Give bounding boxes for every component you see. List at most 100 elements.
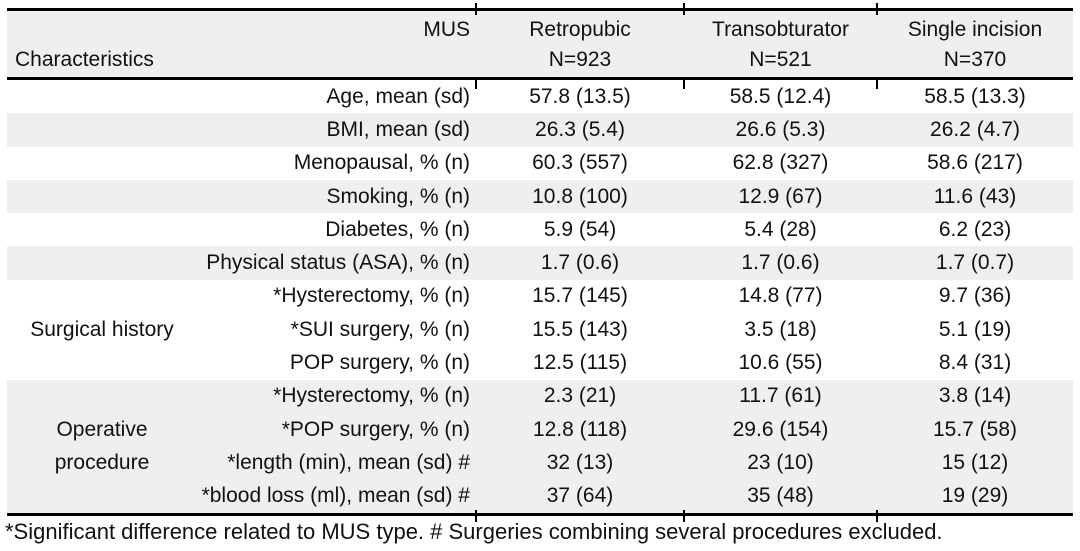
table-cell: 29.6 (154)	[732, 417, 829, 441]
column-divider-tick	[876, 3, 878, 15]
table-footnote: *Significant difference related to MUS t…	[5, 519, 943, 544]
column-divider-tick	[683, 3, 685, 15]
table-row: POP surgery, % (n) 12.5 (115) 10.6 (55) …	[197, 346, 1073, 379]
table-cell: 11.6 (43)	[933, 184, 1017, 208]
table-cell: 26.3 (5.4)	[535, 117, 625, 141]
row-label: Menopausal, % (n)	[293, 151, 470, 175]
column-divider-tick	[475, 77, 477, 89]
table-cell: 1.7 (0.6)	[540, 251, 620, 275]
row-label: *Hysterectomy, % (n)	[273, 284, 470, 308]
group-label	[7, 180, 197, 213]
table-row: Menopausal, % (n) 60.3 (557) 62.8 (327) …	[197, 147, 1073, 180]
table-header-row: MUS Characteristics Retropubic N=923 Tra…	[7, 8, 1073, 80]
table-cell: 15 (12)	[941, 450, 1009, 474]
table-cell: 12.5 (115)	[532, 351, 628, 375]
column-divider-tick	[876, 510, 878, 522]
table-body: Age, mean (sd) 57.8 (13.5) 58.5 (12.4) 5…	[7, 80, 1073, 516]
row-label: *Hysterectomy, % (n)	[273, 384, 470, 408]
table-cell: 8.4 (31)	[938, 351, 1012, 375]
table-cell: 1.7 (0.7)	[935, 251, 1015, 275]
table-cell: 15.7 (145)	[532, 284, 628, 308]
row-label: Age, mean (sd)	[326, 84, 470, 108]
row-label: *length (min), mean (sd) #	[227, 450, 470, 474]
table-row: *Hysterectomy, % (n) 2.3 (21) 11.7 (61) …	[197, 380, 1073, 413]
header-mus-label: MUS	[423, 18, 470, 41]
table-cell: 58.6 (217)	[927, 151, 1023, 175]
row-label: POP surgery, % (n)	[289, 351, 470, 375]
row-label: *blood loss (ml), mean (sd) #	[201, 484, 470, 508]
group-label	[7, 113, 197, 146]
row-block-physical-status: Physical status (ASA), % (n) 1.7 (0.6) 1…	[7, 246, 1073, 280]
table-cell: 5.4 (28)	[744, 217, 817, 241]
header-column-retropubic: Retropubic N=923	[476, 11, 684, 77]
column-n: N=923	[548, 48, 612, 71]
group-label	[7, 246, 197, 279]
header-column-transobturator: Transobturator N=521	[684, 11, 877, 77]
row-label: Physical status (ASA), % (n)	[206, 251, 470, 275]
table-row: *blood loss (ml), mean (sd) # 37 (64) 35…	[197, 480, 1073, 513]
column-divider-tick	[876, 77, 878, 89]
table-row: *POP surgery, % (n) 12.8 (118) 29.6 (154…	[197, 413, 1073, 446]
column-name: Single incision	[907, 18, 1043, 41]
column-divider-tick	[475, 510, 477, 522]
table-cell: 15.5 (143)	[532, 317, 628, 341]
table-cell: 14.8 (77)	[738, 284, 823, 308]
group-label	[7, 80, 197, 113]
table-cell: 10.6 (55)	[738, 351, 823, 375]
row-label: *SUI surgery, % (n)	[290, 317, 470, 341]
row-label: *POP surgery, % (n)	[281, 417, 470, 441]
table-cell: 5.1 (19)	[938, 317, 1012, 341]
table-cell: 12.9 (67)	[738, 184, 823, 208]
table-row: Age, mean (sd) 57.8 (13.5) 58.5 (12.4) 5…	[197, 80, 1073, 113]
table-cell: 19 (29)	[941, 484, 1009, 508]
table-cell: 2.3 (21)	[543, 384, 617, 408]
table-cell: 3.5 (18)	[744, 317, 817, 341]
table-cell: 58.5 (12.4)	[729, 84, 832, 108]
column-divider-tick	[683, 510, 685, 522]
table-cell: 9.7 (36)	[938, 284, 1012, 308]
table-row: Physical status (ASA), % (n) 1.7 (0.6) 1…	[197, 246, 1073, 279]
table-row: Smoking, % (n) 10.8 (100) 12.9 (67) 11.6…	[197, 180, 1073, 213]
characteristics-table: MUS Characteristics Retropubic N=923 Tra…	[7, 8, 1073, 516]
table-cell: 26.2 (4.7)	[930, 117, 1020, 141]
table-row: Diabetes, % (n) 5.9 (54) 5.4 (28) 6.2 (2…	[197, 213, 1073, 246]
table-cell: 3.8 (14)	[938, 384, 1012, 408]
table-cell: 6.2 (23)	[938, 217, 1012, 241]
row-label: Smoking, % (n)	[326, 184, 470, 208]
row-block-smoking: Smoking, % (n) 10.8 (100) 12.9 (67) 11.6…	[7, 179, 1073, 214]
table-cell: 37 (64)	[546, 484, 614, 508]
column-n: N=521	[749, 48, 812, 71]
table-cell: 32 (13)	[546, 450, 614, 474]
group-label	[7, 213, 197, 246]
table-cell: 58.5 (13.3)	[924, 84, 1026, 108]
table-cell: 62.8 (327)	[732, 151, 829, 175]
row-label: Diabetes, % (n)	[325, 217, 470, 241]
row-block-operative-procedure: Operative procedure *Hysterectomy, % (n)…	[7, 379, 1073, 513]
table-cell: 1.7 (0.6)	[741, 251, 820, 275]
table-row: *length (min), mean (sd) # 32 (13) 23 (1…	[197, 446, 1073, 479]
table-cell: 10.8 (100)	[532, 184, 628, 208]
column-name: Transobturator	[712, 18, 849, 41]
row-label: BMI, mean (sd)	[326, 117, 470, 141]
table-cell: 60.3 (557)	[532, 151, 628, 175]
row-block-menopausal: Menopausal, % (n) 60.3 (557) 62.8 (327) …	[7, 147, 1073, 180]
column-n: N=370	[943, 48, 1007, 71]
group-label-operative-procedure: Operative procedure	[54, 418, 150, 475]
table-row: BMI, mean (sd) 26.3 (5.4) 26.6 (5.3) 26.…	[197, 113, 1073, 146]
table-cell: 11.7 (61)	[739, 384, 822, 408]
table-cell: 35 (48)	[747, 484, 814, 508]
column-divider-tick	[683, 77, 685, 89]
header-column-single-incision: Single incision N=370	[877, 11, 1073, 77]
row-block-age: Age, mean (sd) 57.8 (13.5) 58.5 (12.4) 5…	[7, 80, 1073, 113]
column-divider-tick	[475, 3, 477, 15]
table-cell: 26.6 (5.3)	[735, 117, 826, 141]
group-label-surgical-history: Surgical history	[30, 318, 174, 342]
row-block-diabetes: Diabetes, % (n) 5.9 (54) 5.4 (28) 6.2 (2…	[7, 213, 1073, 246]
group-label	[7, 147, 197, 180]
table-cell: 15.7 (58)	[932, 417, 1018, 441]
header-characteristics-label: Characteristics	[15, 48, 154, 71]
row-block-bmi: BMI, mean (sd) 26.3 (5.4) 26.6 (5.3) 26.…	[7, 113, 1073, 147]
table-cell: 12.8 (118)	[532, 417, 628, 441]
table-row: *SUI surgery, % (n) 15.5 (143) 3.5 (18) …	[197, 313, 1073, 346]
